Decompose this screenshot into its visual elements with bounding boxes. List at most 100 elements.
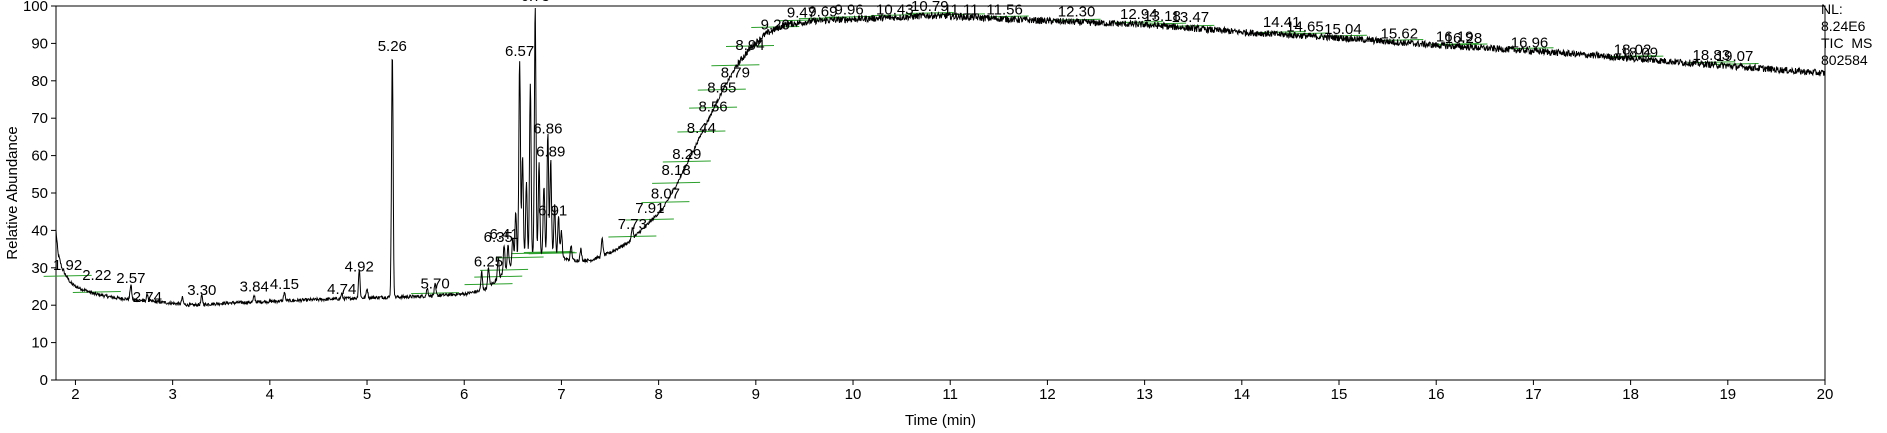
peak-label: 4.15 — [270, 276, 299, 293]
peak-labels: 1.922.22 2.57 2.74 3.30 3.84 4.15 4.74 4.92 5.26… — [53, 0, 1753, 306]
peak-label: 14.65 — [1286, 19, 1324, 36]
plot-frame — [55, 5, 1826, 381]
peak-label: 8.44 — [687, 120, 716, 137]
x-tick-label: 5 — [363, 386, 371, 403]
plot-area: 0 10 20 30 40 50 60 70 80 90 100 2 3 4 5 6 7 8 9 10 11 12 13 1… — [23, 0, 1833, 403]
x-axis: 2 3 4 5 6 7 8 9 10 11 12 13 14 15 16 17 18 19 20 — [71, 380, 1833, 403]
x-tick-label: 12 — [1039, 386, 1056, 403]
y-tick-label: 60 — [31, 148, 48, 165]
peak-label: 8.07 — [651, 185, 680, 202]
integration-baseline — [43, 274, 92, 277]
y-axis-title: Relative Abundance — [4, 126, 21, 259]
peak-label: 6.73 — [521, 0, 550, 5]
peak-label: 12.94 — [1120, 6, 1158, 23]
peak-label: 15.62 — [1381, 25, 1419, 42]
y-tick-label: 0 — [40, 372, 48, 389]
x-tick-label: 19 — [1719, 386, 1736, 403]
y-tick-label: 80 — [31, 73, 48, 90]
integration-baseline — [689, 106, 738, 109]
peak-label: 8.56 — [698, 99, 727, 116]
integration-baseline — [905, 12, 954, 15]
tic-trace — [55, 7, 1826, 308]
peak-label: 9.96 — [835, 1, 864, 18]
peak-label: 2.74 — [133, 289, 162, 306]
x-tick-label: 6 — [460, 386, 468, 403]
y-axis: 0 10 20 30 40 50 60 70 80 90 100 — [23, 0, 56, 389]
peak-label: 16.28 — [1445, 30, 1483, 47]
peak-label: 6.86 — [533, 121, 562, 138]
integration-baseline — [697, 88, 746, 91]
integration-baseline — [711, 64, 760, 67]
x-tick-label: 14 — [1233, 386, 1250, 403]
integration-baseline — [72, 290, 121, 293]
peak-label: 6.35 — [484, 229, 513, 246]
peak-label: 8.79 — [721, 65, 750, 82]
info-box: NL: 8.24E6 TIC MS 802584 — [1821, 1, 1872, 68]
x-tick-label: 7 — [557, 386, 565, 403]
peak-label: 18.02 — [1614, 41, 1652, 58]
peak-label: 9.20 — [761, 17, 790, 34]
peak-label: 16.96 — [1511, 35, 1549, 52]
y-tick-label: 10 — [31, 335, 48, 352]
integration-baseline — [677, 130, 726, 133]
y-tick-label: 100 — [23, 0, 48, 15]
peak-label: 3.84 — [240, 278, 269, 295]
x-tick-label: 18 — [1622, 386, 1639, 403]
peak-label: 10.79 — [911, 0, 949, 15]
integration-baseline — [526, 251, 575, 254]
info-normalization: 8.24E6 — [1821, 18, 1866, 34]
peak-label: 4.92 — [345, 258, 374, 275]
x-tick-label: 9 — [752, 386, 760, 403]
info-nl: NL: — [1821, 1, 1843, 17]
peak-label: 10.43 — [876, 1, 914, 18]
peak-label: 9.69 — [808, 4, 837, 21]
integration-baseline — [528, 252, 577, 255]
x-tick-label: 2 — [71, 386, 79, 403]
x-tick-label: 8 — [654, 386, 662, 403]
peak-label: 12.30 — [1058, 4, 1096, 21]
peak-label: 11.11 — [943, 1, 978, 18]
peak-label: 18.83 — [1693, 47, 1731, 64]
peak-label: 8.94 — [735, 37, 764, 54]
peak-label: 7.91 — [635, 200, 664, 217]
peak-label: 8.18 — [662, 162, 691, 179]
info-file-id: 802584 — [1821, 52, 1868, 68]
peak-label: 2.57 — [116, 270, 145, 287]
y-tick-label: 90 — [31, 35, 48, 52]
x-tick-label: 13 — [1136, 386, 1153, 403]
peak-label: 15.04 — [1324, 21, 1362, 38]
x-tick-label: 17 — [1525, 386, 1542, 403]
info-scan-type: TIC MS — [1821, 35, 1872, 51]
x-axis-title: Time (min) — [905, 412, 976, 429]
peak-label: 16.19 — [1436, 29, 1474, 46]
peak-label: 7.73 — [618, 216, 647, 233]
y-tick-label: 20 — [31, 297, 48, 314]
peak-label: 11.56 — [986, 1, 1022, 18]
x-tick-label: 15 — [1331, 386, 1348, 403]
x-tick-label: 3 — [168, 386, 176, 403]
peak-label: 6.89 — [536, 143, 565, 160]
integration-baseline — [652, 181, 701, 184]
x-tick-label: 20 — [1817, 386, 1834, 403]
y-tick-label: 40 — [31, 222, 48, 239]
y-tick-label: 70 — [31, 110, 48, 127]
x-tick-label: 11 — [942, 386, 958, 403]
peak-label: 5.70 — [420, 275, 449, 292]
peak-label: 9.47 — [787, 5, 816, 22]
integration-baseline — [411, 292, 460, 295]
x-tick-label: 16 — [1428, 386, 1445, 403]
peak-label: 13.47 — [1172, 9, 1210, 26]
peak-label: 8.65 — [707, 80, 736, 97]
integration-baseline — [662, 160, 711, 163]
peak-label: 6.91 — [538, 203, 567, 220]
integration-baseline — [608, 235, 657, 238]
peak-label: 14.41 — [1263, 14, 1301, 31]
y-tick-label: 50 — [31, 185, 48, 202]
integration-baseline — [523, 250, 572, 253]
x-tick-label: 10 — [845, 386, 862, 403]
peak-label: 2.22 — [82, 267, 111, 284]
peak-label: 1.92 — [53, 257, 82, 274]
peak-label: 18.09 — [1621, 45, 1659, 62]
peak-label: 4.74 — [327, 281, 356, 298]
